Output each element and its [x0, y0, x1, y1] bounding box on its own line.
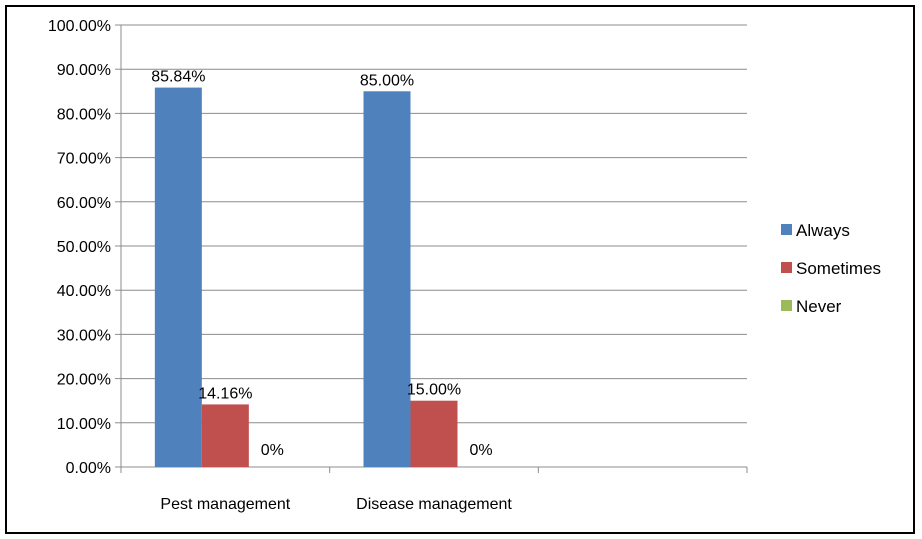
y-tick-label: 10.00%	[57, 416, 111, 433]
gridlines	[121, 24, 747, 424]
legend-swatch-sometimes	[781, 262, 792, 273]
legend-label-sometimes: Sometimes	[796, 259, 881, 278]
bar-always	[363, 91, 411, 468]
data-label: 85.84%	[151, 69, 205, 86]
y-tick-label: 60.00%	[57, 195, 111, 212]
legend-swatch-never	[781, 300, 792, 311]
y-tick-label: 90.00%	[57, 62, 111, 79]
data-label: 0%	[261, 442, 284, 459]
bar-sometimes	[410, 400, 458, 467]
bars	[154, 87, 458, 468]
tick-labels: 0.00% 10.00% 20.00% 30.00% 40.00% 50.00% 60.00…	[48, 18, 513, 513]
bar-always	[154, 87, 202, 468]
data-labels: 85.84% 85.00% 14.16% 15.00% 0% 0%	[151, 69, 492, 459]
legend-swatch-always	[781, 224, 792, 235]
y-tick-label: 70.00%	[57, 151, 111, 168]
legend-label-always: Always	[796, 221, 850, 240]
legend: Always Sometimes Never	[781, 221, 881, 316]
x-tick-label: Disease management	[356, 496, 512, 513]
data-label: 15.00%	[407, 382, 461, 399]
y-tick-label: 100.00%	[48, 18, 111, 35]
y-tick-label: 30.00%	[57, 327, 111, 344]
x-tick-label: Pest management	[160, 496, 290, 513]
data-label: 0%	[469, 442, 492, 459]
y-tick-label: 80.00%	[57, 106, 111, 123]
y-tick-label: 20.00%	[57, 372, 111, 389]
data-label: 14.16%	[198, 385, 252, 402]
legend-label-never: Never	[796, 297, 842, 316]
y-tick-label: 50.00%	[57, 239, 111, 256]
data-label: 85.00%	[360, 72, 414, 89]
y-tick-label: 40.00%	[57, 283, 111, 300]
y-tick-label: 0.00%	[66, 460, 111, 477]
bar-sometimes	[201, 404, 249, 467]
